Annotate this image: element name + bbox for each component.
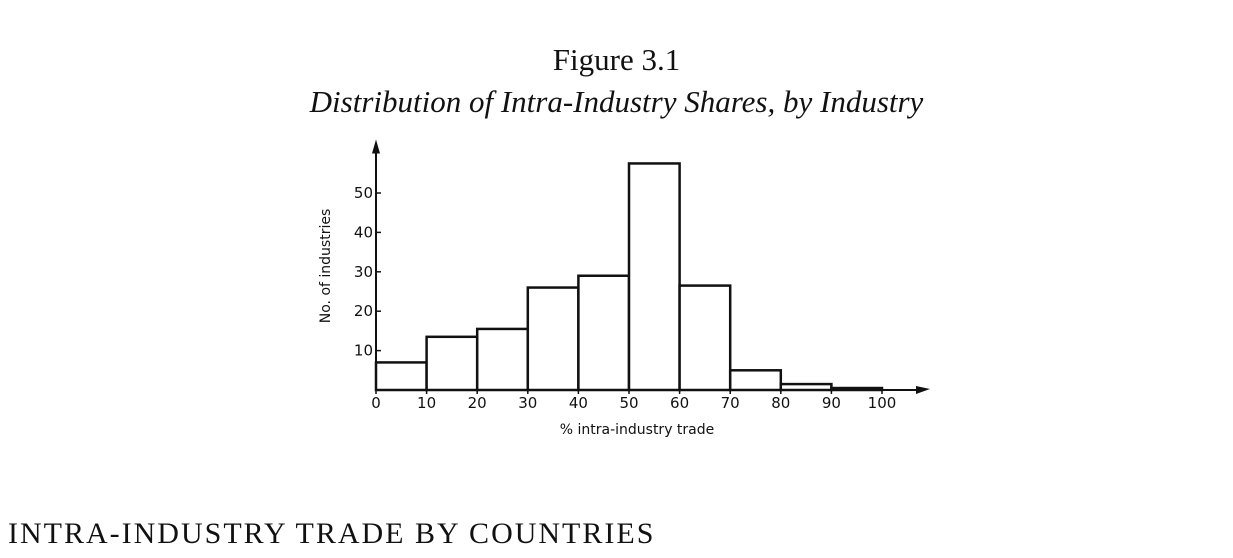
x-tick-label: 90: [822, 394, 841, 412]
x-tick-label: 30: [518, 394, 537, 412]
x-axis-arrowhead: [916, 386, 930, 394]
y-tick-label: 30: [354, 263, 373, 281]
x-tick-label: 100: [868, 394, 897, 412]
histogram-bar: [728, 369, 783, 392]
x-tick-label: 20: [468, 394, 487, 412]
x-tick-label: 50: [619, 394, 638, 412]
histogram-bar: [577, 274, 631, 392]
histogram-bar: [678, 284, 732, 392]
x-tick-label: 40: [569, 394, 588, 412]
histogram-bar: [627, 162, 681, 392]
y-tick-label: 40: [354, 223, 373, 241]
x-tick-label: 60: [670, 394, 689, 412]
x-tick-label: 10: [417, 394, 436, 412]
figure-title: Distribution of Intra-Industry Shares, b…: [309, 84, 924, 119]
histogram-chart: 10 20 30 40 50 0 10 20 30 40 50 60 70 80 90 100 % intr…: [318, 139, 930, 438]
x-axis-label: % intra-industry trade: [560, 422, 715, 438]
histogram-bar: [374, 361, 428, 392]
x-tick-label: 70: [721, 394, 740, 412]
y-axis-ticks: 10 20 30 40 50: [354, 184, 381, 360]
histogram-bar: [475, 327, 530, 392]
x-axis-ticks: 0 10 20 30 40 50 60 70 80 90 100: [371, 390, 896, 412]
section-heading: INTRA-INDUSTRY TRADE BY COUNTRIES: [8, 517, 656, 550]
y-tick-label: 10: [354, 342, 373, 360]
y-axis-arrowhead: [372, 139, 380, 154]
y-tick-label: 20: [354, 302, 373, 320]
y-tick-label: 50: [354, 184, 373, 202]
figure-number: Figure 3.1: [552, 42, 681, 77]
x-tick-label: 80: [771, 394, 790, 412]
histogram-bar: [425, 335, 479, 392]
x-tick-label: 0: [371, 394, 381, 412]
histogram-bars: [374, 162, 884, 392]
histogram-bar: [526, 286, 580, 392]
y-axis-label: No. of industries: [318, 209, 334, 324]
